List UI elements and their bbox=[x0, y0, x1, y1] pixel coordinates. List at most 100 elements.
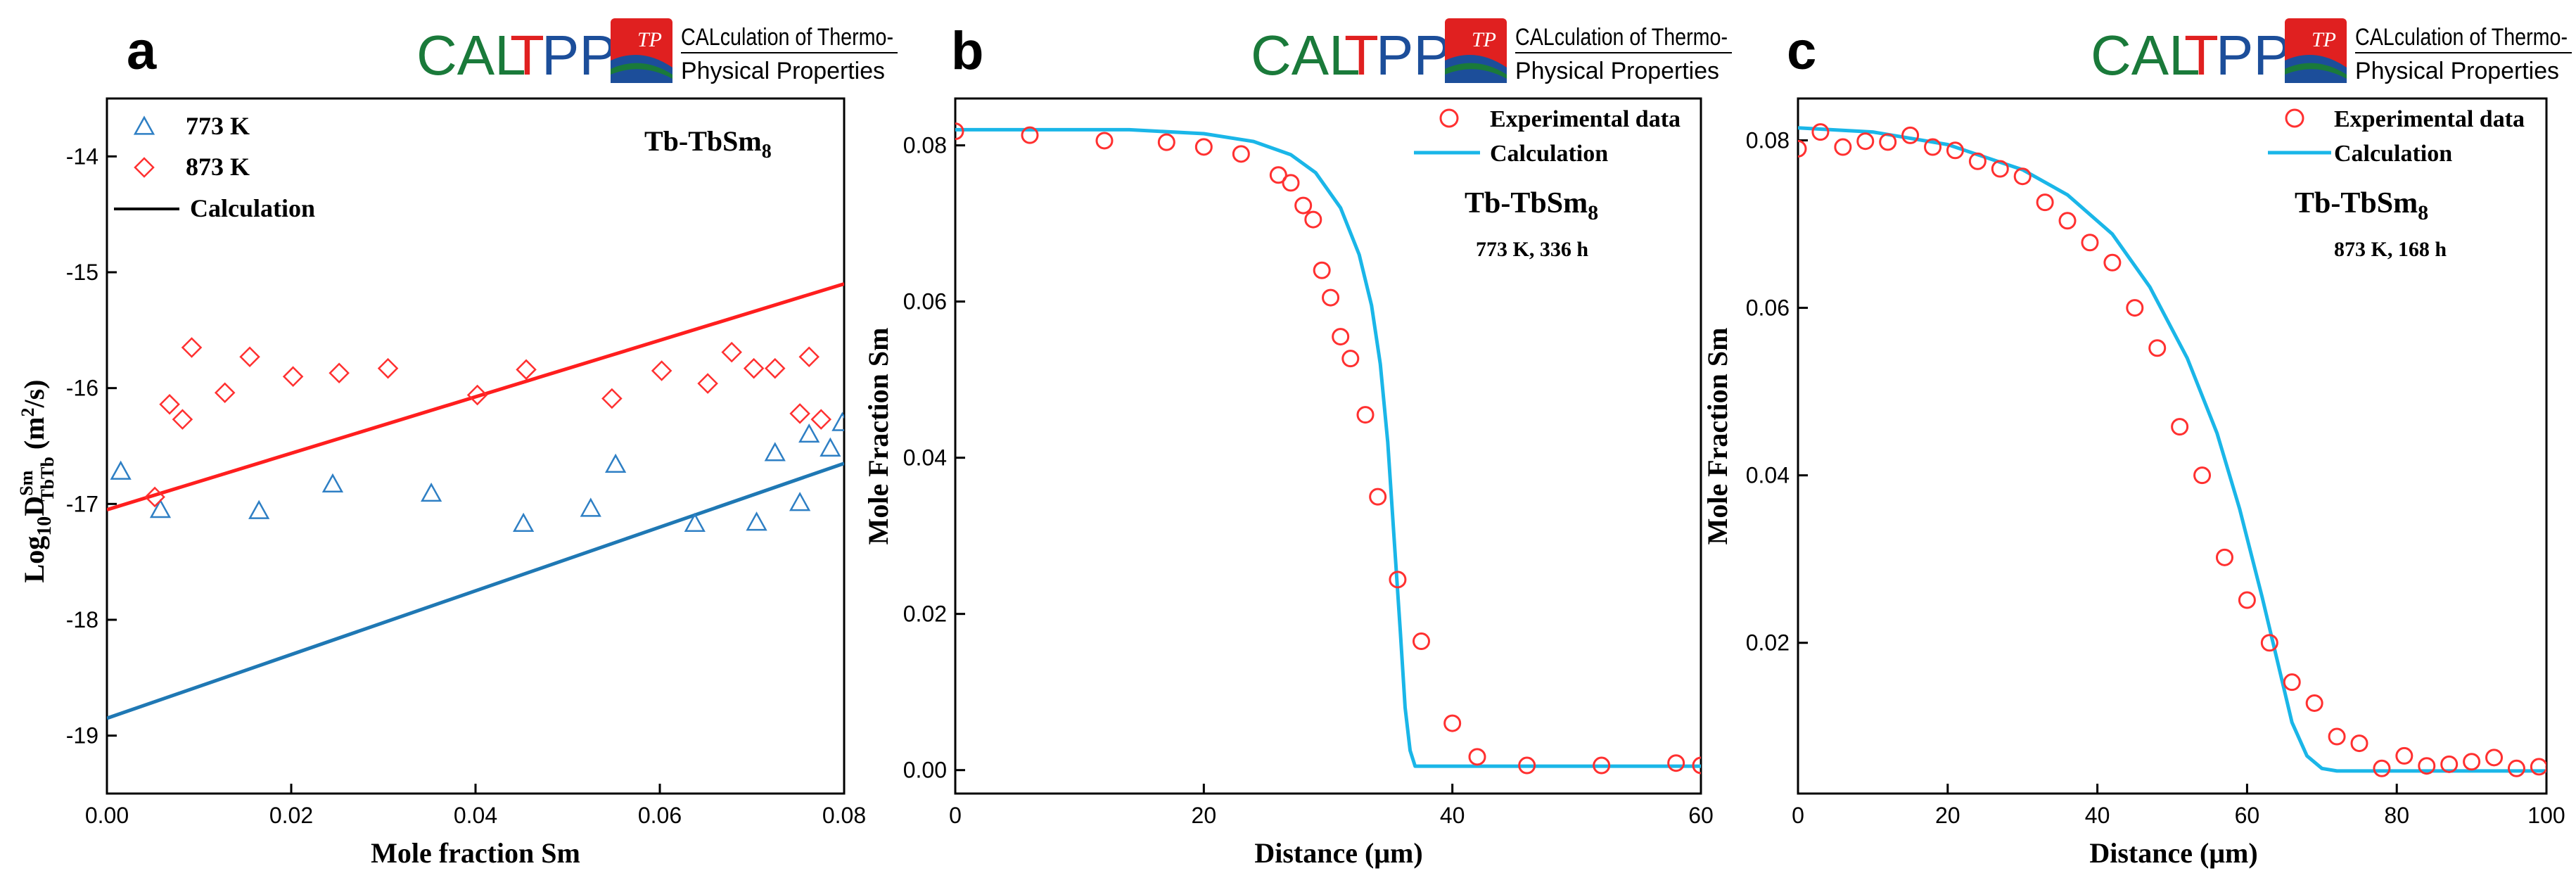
data-point-experimental bbox=[2530, 758, 2546, 776]
y-tick-label: -14 bbox=[66, 144, 98, 169]
data-point-873k bbox=[651, 360, 672, 381]
data-point-experimental bbox=[1389, 571, 1407, 589]
data-point-experimental bbox=[1282, 174, 1300, 192]
legend-calculation: Calculation bbox=[1490, 141, 1608, 167]
x-tick-label: 20 bbox=[1935, 803, 1960, 828]
logo-line1: CALculation of Thermo- bbox=[681, 24, 893, 51]
panel-c-label: c bbox=[1787, 21, 1816, 81]
logo-emblem: TP bbox=[1445, 18, 1507, 83]
logo-cal: CAL bbox=[2091, 24, 2200, 87]
data-point-experimental bbox=[2395, 746, 2414, 765]
data-point-873k bbox=[181, 337, 203, 358]
data-point-experimental bbox=[2081, 234, 2099, 252]
data-point-experimental bbox=[2283, 673, 2301, 692]
y-tick-label: 0.04 bbox=[903, 445, 947, 471]
data-point-experimental bbox=[1232, 145, 1250, 163]
data-point-873k bbox=[810, 409, 832, 430]
data-point-873k bbox=[214, 382, 236, 404]
y-tick-label: -17 bbox=[66, 491, 98, 516]
data-point-773k bbox=[149, 498, 172, 518]
logo-cal: CAL bbox=[416, 24, 526, 87]
panel-a-chart: a CAL T PP TP CALculation of Thermo- Phy… bbox=[16, 18, 898, 869]
panel-c-title: Tb-TbSm8 bbox=[2295, 187, 2428, 224]
data-point-873k bbox=[159, 393, 180, 415]
data-point-experimental bbox=[2418, 757, 2436, 775]
data-point-experimental bbox=[1991, 160, 2009, 178]
data-point-773k bbox=[420, 482, 442, 502]
legend-marker-experimental bbox=[2285, 108, 2304, 128]
logo-line2: Physical Properties bbox=[681, 58, 885, 84]
data-point-experimental bbox=[1946, 141, 1964, 160]
data-point-experimental bbox=[1356, 406, 1375, 424]
x-tick-label: 0.02 bbox=[269, 803, 313, 828]
data-point-873k bbox=[764, 357, 786, 379]
logo-tp: TP bbox=[1472, 28, 1496, 51]
data-point-873k bbox=[697, 373, 718, 394]
data-point-experimental bbox=[1095, 132, 1114, 150]
data-point-experimental bbox=[1369, 488, 1387, 506]
x-tick-label: 0.08 bbox=[822, 803, 866, 828]
data-point-873k bbox=[516, 359, 537, 381]
data-point-873k bbox=[144, 486, 165, 508]
data-point-873k bbox=[798, 346, 820, 367]
logo-emblem: TP bbox=[611, 18, 672, 83]
y-tick-label: 0.08 bbox=[1746, 128, 1790, 153]
data-point-773k bbox=[321, 473, 344, 492]
data-point-experimental bbox=[2215, 548, 2233, 566]
data-point-experimental bbox=[1811, 123, 1830, 141]
panel-b-xlabel: Distance (μm) bbox=[1254, 837, 1422, 869]
data-point-experimental bbox=[1269, 166, 1287, 184]
data-point-773k bbox=[789, 492, 811, 511]
panel-b-ylabel: Mole Fraction Sm bbox=[862, 328, 894, 545]
data-point-experimental bbox=[1021, 126, 1039, 144]
calculation-line-773k bbox=[107, 461, 844, 720]
x-tick-label: 0.04 bbox=[454, 803, 497, 828]
data-point-773k bbox=[798, 423, 820, 443]
logo-tp: TP bbox=[637, 28, 662, 51]
y-tick-label: -18 bbox=[66, 607, 98, 632]
data-point-873k bbox=[377, 357, 399, 379]
data-point-experimental bbox=[1413, 632, 1430, 651]
data-point-773k bbox=[684, 512, 706, 532]
data-point-experimental bbox=[2148, 339, 2167, 357]
data-point-experimental bbox=[2171, 418, 2189, 436]
data-point-873k bbox=[743, 357, 765, 379]
y-tick-label: -15 bbox=[66, 260, 98, 285]
data-point-experimental bbox=[2305, 694, 2323, 712]
y-tick-label: 0.06 bbox=[1746, 295, 1790, 321]
data-point-773k bbox=[746, 511, 767, 531]
data-point-experimental bbox=[1294, 196, 1313, 215]
panel-a-label: a bbox=[127, 21, 157, 81]
data-point-experimental bbox=[1798, 139, 1807, 158]
logo-t: T bbox=[1344, 24, 1379, 87]
x-tick-label: 20 bbox=[1192, 803, 1217, 828]
logo-line2: Physical Properties bbox=[1515, 58, 1719, 84]
legend-calculation: Calculation bbox=[190, 194, 315, 222]
legend-calculation: Calculation bbox=[2334, 141, 2452, 167]
plot-frame bbox=[1797, 97, 2548, 795]
data-point-experimental bbox=[1856, 132, 1875, 151]
legend-873: 873 K bbox=[186, 153, 250, 181]
calculation-curve bbox=[1798, 126, 2546, 773]
x-tick-label: 0 bbox=[949, 803, 962, 828]
data-point-experimental bbox=[1667, 754, 1685, 772]
data-point-experimental bbox=[2373, 759, 2391, 777]
logo-pp: PP bbox=[1376, 24, 1451, 87]
panel-b-title: Tb-TbSm8 bbox=[1465, 187, 1598, 224]
data-point-experimental bbox=[1593, 756, 1611, 775]
logo-line1: CALculation of Thermo- bbox=[1515, 24, 1728, 51]
data-point-773k bbox=[248, 499, 270, 519]
panel-c-legend: Experimental data Calculation bbox=[2268, 106, 2525, 167]
data-point-experimental bbox=[1332, 328, 1350, 346]
data-point-873k bbox=[329, 362, 350, 384]
x-tick-label: 60 bbox=[1688, 803, 1714, 828]
y-tick-label: 0.00 bbox=[903, 758, 947, 783]
logo-t: T bbox=[2184, 24, 2219, 87]
logo-t: T bbox=[510, 24, 544, 87]
logo-tp: TP bbox=[2312, 28, 2336, 51]
x-tick-label: 40 bbox=[1440, 803, 1465, 828]
panel-c-xlabel: Distance (μm) bbox=[2089, 837, 2257, 869]
x-tick-label: 0.06 bbox=[638, 803, 682, 828]
data-point-experimental bbox=[1692, 756, 1701, 775]
